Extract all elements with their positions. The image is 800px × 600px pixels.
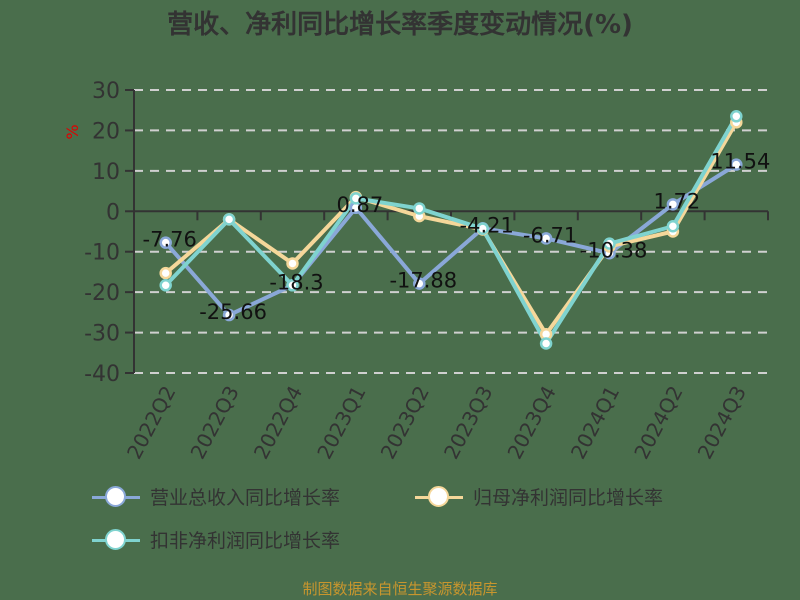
data-label: 11.54 (710, 150, 770, 174)
data-label: -18.3 (269, 270, 323, 294)
y-tick-label: 10 (92, 160, 120, 185)
data-point[interactable] (159, 266, 172, 280)
data-label: 1.72 (654, 189, 701, 213)
x-tick-label: 2024Q2 (629, 382, 687, 463)
y-tick-label: -10 (84, 241, 120, 266)
data-point[interactable] (413, 277, 426, 290)
data-point[interactable] (666, 198, 680, 211)
data-point[interactable] (476, 222, 489, 235)
data-label: -7.76 (143, 228, 197, 252)
legend-label: 扣非净利润同比增长率 (150, 530, 341, 552)
x-tick-label: 2022Q4 (249, 382, 307, 463)
x-tick-label: 2022Q2 (122, 382, 180, 463)
data-label: -10.38 (580, 238, 648, 262)
data-point[interactable] (349, 192, 363, 205)
y-tick-label: -20 (84, 281, 120, 306)
data-point[interactable] (603, 237, 616, 250)
data-point[interactable] (159, 279, 172, 292)
data-label: 0.87 (337, 193, 384, 217)
x-tick-label: 2023Q4 (502, 382, 560, 463)
data-label: -25.66 (199, 300, 267, 324)
data-source-note: 制图数据来自恒生聚源数据库 (302, 580, 498, 598)
legend-swatch-icon (92, 485, 140, 507)
data-point[interactable] (159, 236, 172, 249)
data-point[interactable] (539, 232, 553, 245)
data-point[interactable] (286, 257, 299, 270)
data-point[interactable] (222, 213, 236, 226)
y-tick-label: 20 (92, 119, 120, 144)
data-point[interactable] (286, 279, 299, 292)
series-line (164, 162, 738, 318)
data-label: -17.88 (389, 269, 457, 293)
x-tick-label: 2024Q1 (566, 382, 624, 463)
data-point[interactable] (413, 202, 426, 215)
y-tick-label: 30 (92, 79, 120, 104)
legend-swatch-icon (415, 485, 463, 507)
x-tick-label: 2024Q3 (693, 382, 751, 463)
data-label: -4.21 (460, 213, 514, 237)
y-tick-label: -40 (84, 362, 120, 387)
series-line (164, 121, 739, 337)
x-tick-label: 2022Q3 (185, 382, 243, 463)
y-unit-label: % (63, 124, 82, 139)
y-tick-label: -30 (84, 322, 120, 347)
legend-swatch-icon (92, 528, 140, 550)
series-line (164, 115, 739, 346)
data-point[interactable] (730, 158, 743, 171)
data-label: -6.71 (523, 223, 577, 247)
legend-item-deducted-profit[interactable]: 扣非净利润同比增长率 (92, 526, 340, 553)
data-point[interactable] (222, 308, 236, 322)
x-tick-label: 2023Q2 (376, 382, 434, 463)
legend-label: 归母净利润同比增长率 (473, 487, 664, 509)
x-tick-label: 2023Q3 (439, 382, 497, 463)
data-point[interactable] (730, 110, 743, 123)
legend-item-net-profit[interactable]: 归母净利润同比增长率 (415, 483, 663, 510)
data-point[interactable] (666, 219, 680, 233)
x-tick-label: 2023Q1 (312, 382, 370, 463)
legend-label: 营业总收入同比增长率 (150, 487, 341, 509)
data-point[interactable] (539, 337, 553, 350)
legend-item-revenue[interactable]: 营业总收入同比增长率 (92, 483, 340, 510)
chart-title: 营收、净利同比增长率季度变动情况(%) (167, 10, 633, 40)
y-tick-label: 0 (106, 200, 120, 225)
